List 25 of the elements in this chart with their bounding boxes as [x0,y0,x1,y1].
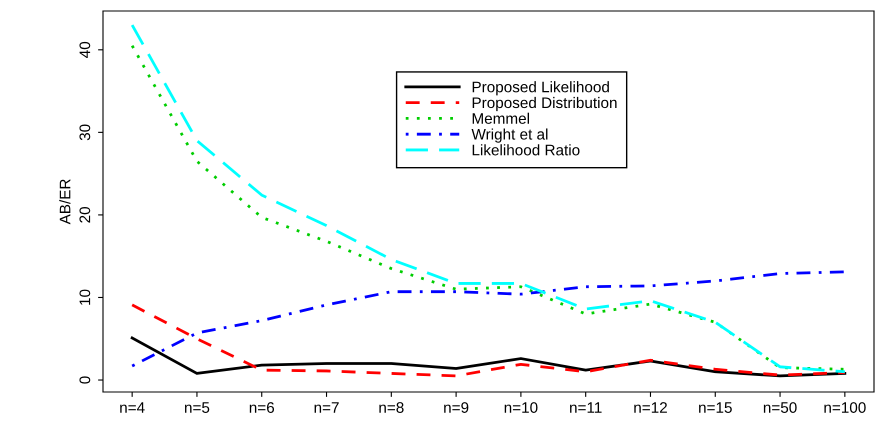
y-tick-label: 10 [79,290,90,305]
legend-label: Proposed Distribution [472,96,617,112]
legend-label: Proposed Likelihood [472,81,609,96]
x-tick-label: n=8 [379,402,404,413]
x-tick-label: n=4 [120,402,145,413]
line-series [130,270,846,368]
legend-label: Likelihood Ratio [472,144,580,156]
x-tick-label: n=5 [185,402,210,413]
x-tick-label: n=6 [250,402,274,413]
x-tick-label: n=50 [764,402,797,413]
y-axis-title: AB/ER [59,179,70,224]
x-tick-label: n=7 [314,402,339,413]
y-tick-label: 30 [79,124,90,140]
x-tick-label: n=10 [504,402,538,413]
x-tick-label: n=15 [699,402,732,413]
x-tick-label: n=12 [634,402,667,413]
legend-label: Memmel [472,112,529,124]
x-tick-label: n=100 [824,402,866,413]
y-tick-label: 40 [79,42,90,58]
x-tick-label: n=11 [570,402,602,413]
legend-label: Wright et al [472,128,548,143]
y-tick-label: 20 [79,207,90,223]
line-series [130,304,846,378]
x-tick-label: n=9 [444,402,468,413]
y-tick-label: 0 [79,376,90,384]
